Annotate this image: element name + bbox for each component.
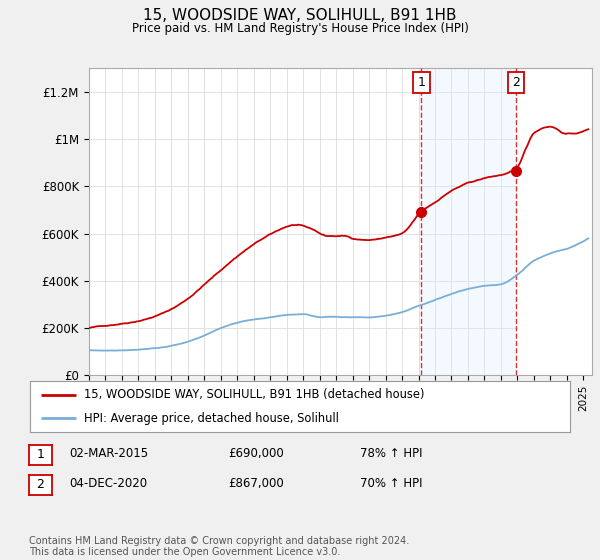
Text: Price paid vs. HM Land Registry's House Price Index (HPI): Price paid vs. HM Land Registry's House … xyxy=(131,22,469,35)
Text: 2: 2 xyxy=(512,76,520,89)
Text: 70% ↑ HPI: 70% ↑ HPI xyxy=(360,477,422,491)
Text: £690,000: £690,000 xyxy=(228,447,284,460)
Text: £867,000: £867,000 xyxy=(228,477,284,491)
Text: 78% ↑ HPI: 78% ↑ HPI xyxy=(360,447,422,460)
Text: 15, WOODSIDE WAY, SOLIHULL, B91 1HB (detached house): 15, WOODSIDE WAY, SOLIHULL, B91 1HB (det… xyxy=(84,388,425,401)
Text: 15, WOODSIDE WAY, SOLIHULL, B91 1HB: 15, WOODSIDE WAY, SOLIHULL, B91 1HB xyxy=(143,8,457,24)
Text: 1: 1 xyxy=(418,76,425,89)
Bar xyxy=(516,68,592,375)
Text: 1: 1 xyxy=(36,448,44,461)
Text: 04-DEC-2020: 04-DEC-2020 xyxy=(69,477,147,491)
Text: 02-MAR-2015: 02-MAR-2015 xyxy=(69,447,148,460)
Text: Contains HM Land Registry data © Crown copyright and database right 2024.
This d: Contains HM Land Registry data © Crown c… xyxy=(29,535,409,557)
Bar xyxy=(421,68,516,375)
Text: HPI: Average price, detached house, Solihull: HPI: Average price, detached house, Soli… xyxy=(84,412,339,425)
Text: 2: 2 xyxy=(36,478,44,492)
